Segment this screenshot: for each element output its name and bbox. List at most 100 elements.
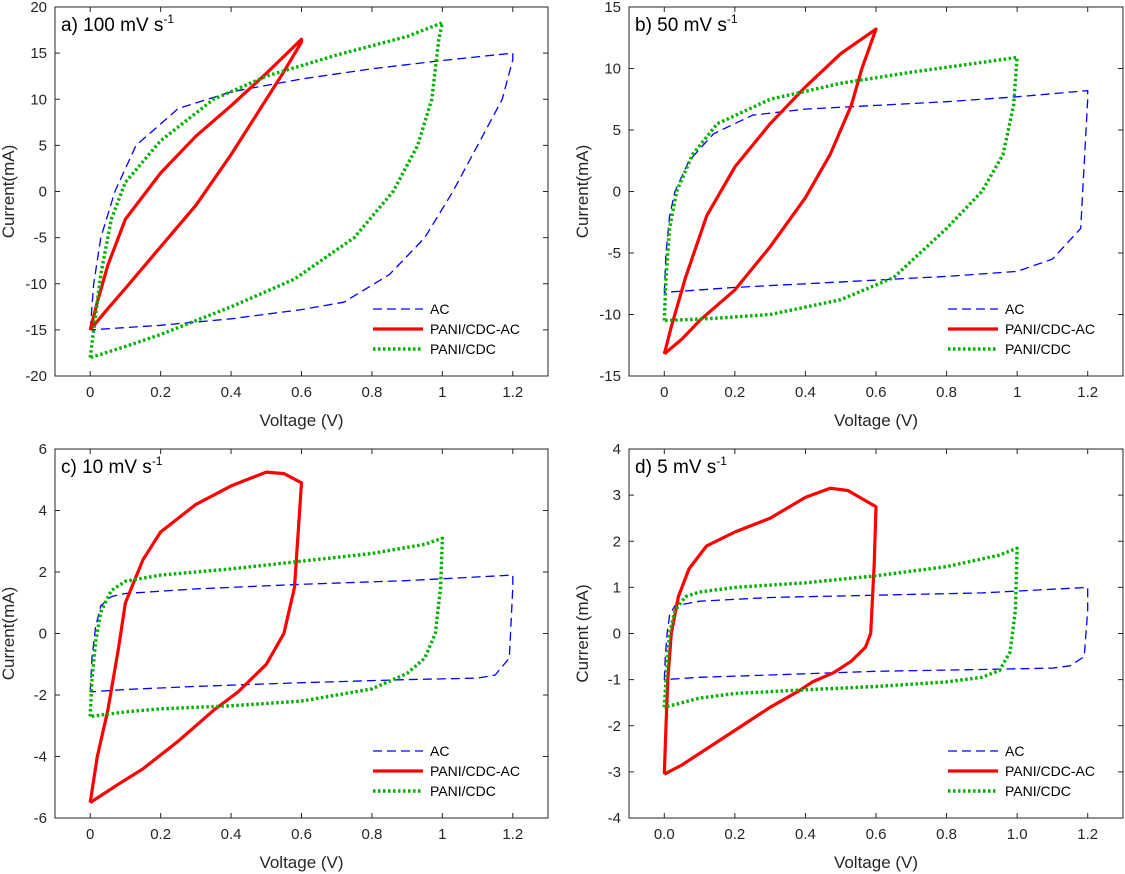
panel-title-text: a) 100 mV s (61, 15, 163, 36)
x-axis-label: Voltage (V) (259, 853, 343, 872)
legend-label: PANI/CDC-AC (1005, 763, 1095, 779)
x-axis-label: Voltage (V) (834, 853, 918, 872)
series-ac (89, 574, 514, 693)
series-pani-cdc-ac (662, 27, 878, 356)
x-axis-label: Voltage (V) (259, 411, 343, 430)
series-ac (89, 52, 514, 331)
x-tick-label: 0 (86, 826, 94, 843)
y-tick-label: -2 (34, 687, 47, 704)
y-tick-label: 0 (613, 626, 621, 643)
y-tick-label: -4 (34, 749, 47, 766)
y-tick-label: -6 (34, 810, 47, 827)
y-tick-label: -15 (25, 322, 47, 339)
y-tick-label: 10 (604, 61, 621, 78)
series-pani-cdc-ac (88, 37, 304, 331)
x-tick-label: 1.0 (1007, 826, 1028, 843)
x-tick-label: 0.2 (724, 826, 745, 843)
cv-panel-2: 0 0.2 0.4 0.6 0.8 1 1.2 -6 -4 -2 0 2 4 6 Voltage (V) Cu… (0, 441, 549, 872)
x-tick-label: 0.4 (795, 826, 816, 843)
series-ac (663, 586, 1089, 681)
y-tick-label: -20 (25, 368, 47, 385)
cv-panel-3: 0.0 0.2 0.4 0.6 0.8 1.0 1.2 -4 -3 -2 -1 0 1 2 3 4 Voltag… (573, 441, 1124, 872)
y-tick-label: 3 (613, 487, 621, 504)
legend-label: AC (1005, 743, 1024, 759)
x-tick-label: 0.8 (361, 384, 382, 401)
series-pani-cdc-ac (88, 470, 304, 804)
y-tick-label: 2 (39, 564, 47, 581)
y-tick-label: -15 (599, 368, 621, 385)
series-ac (663, 89, 1089, 294)
legend-label: PANI/CDC-AC (1005, 321, 1095, 337)
x-tick-label: 0.4 (221, 826, 242, 843)
legend-label: PANI/CDC (1005, 341, 1071, 357)
panel-title-superscript: -1 (727, 12, 738, 26)
series-pani-cdc (88, 536, 445, 719)
y-tick-label: 20 (30, 0, 47, 16)
y-tick-label: 2 (613, 533, 621, 550)
x-tick-label: 0.8 (936, 826, 957, 843)
cv-panel-0: 0 0.2 0.4 0.6 0.8 1 1.2 -20 -15 -10 -5 0 5 10 15 20 Volt… (0, 0, 549, 430)
x-tick-label: 1.2 (502, 384, 523, 401)
series-pani-cdc (662, 546, 1019, 709)
x-tick-label: 1 (1013, 384, 1021, 401)
legend-label: PANI/CDC (1005, 783, 1071, 799)
legend-label: AC (430, 743, 449, 759)
legend-label: PANI/CDC-AC (430, 321, 520, 337)
x-tick-label: 1.2 (1077, 826, 1098, 843)
y-tick-label: 10 (30, 91, 47, 108)
y-tick-label: -10 (599, 307, 621, 324)
y-tick-label: 0 (39, 184, 47, 201)
y-tick-label: 0 (39, 626, 47, 643)
legend-label: PANI/CDC (430, 341, 496, 357)
y-tick-label: 15 (30, 45, 47, 62)
panel-title-text: b) 50 mV s (635, 15, 727, 36)
x-tick-label: 0.6 (866, 384, 887, 401)
x-tick-label: 1.2 (1077, 384, 1098, 401)
panel-title: d) 5 mV s-1 (635, 454, 727, 478)
x-tick-label: 1 (438, 826, 446, 843)
y-axis-label: Current(mA) (573, 145, 592, 239)
panel-title-superscript: -1 (152, 454, 163, 468)
panel-title-text: d) 5 mV s (635, 457, 716, 478)
y-tick-label: -1 (608, 672, 621, 689)
y-axis-label: Current(mA) (0, 587, 18, 681)
cv-panel-1: 0 0.2 0.4 0.6 0.8 1 1.2 -15 -10 -5 0 5 10 15 Voltage (… (573, 0, 1124, 430)
x-tick-label: 0.2 (150, 384, 171, 401)
x-tick-label: 0.4 (221, 384, 242, 401)
series-pani-cdc-ac (662, 486, 878, 776)
y-tick-label: 1 (613, 579, 621, 596)
x-tick-label: 0.6 (291, 384, 312, 401)
x-tick-label: 0.8 (936, 384, 957, 401)
series-pani-cdc (662, 55, 1019, 323)
panel-title-superscript: -1 (716, 454, 727, 468)
x-tick-label: 1.2 (502, 826, 523, 843)
y-tick-label: -10 (25, 276, 47, 293)
x-tick-label: 0.6 (291, 826, 312, 843)
y-axis-label: Current (mA) (573, 584, 592, 682)
panel-title: c) 10 mV s-1 (61, 454, 163, 478)
panel-title: b) 50 mV s-1 (635, 12, 738, 36)
x-tick-label: 0.2 (150, 826, 171, 843)
y-tick-label: -5 (34, 230, 47, 247)
x-tick-label: 0.6 (866, 826, 887, 843)
legend-label: AC (1005, 301, 1024, 317)
x-tick-label: 0.8 (361, 826, 382, 843)
y-tick-label: 5 (39, 137, 47, 154)
legend-label: PANI/CDC (430, 783, 496, 799)
y-tick-label: 5 (613, 122, 621, 139)
x-tick-label: 0.2 (724, 384, 745, 401)
y-tick-label: -4 (608, 810, 621, 827)
x-axis-label: Voltage (V) (834, 411, 918, 430)
x-tick-label: 0 (86, 384, 94, 401)
panel-title-superscript: -1 (163, 12, 174, 26)
y-tick-label: -2 (608, 718, 621, 735)
legend-label: AC (430, 301, 449, 317)
y-tick-label: 4 (613, 441, 621, 458)
y-tick-label: 6 (39, 441, 47, 458)
y-tick-label: -5 (608, 245, 621, 262)
x-tick-label: 1 (438, 384, 446, 401)
series-pani-cdc (88, 21, 445, 360)
y-tick-label: 15 (604, 0, 621, 16)
x-tick-label: 0.4 (795, 384, 816, 401)
